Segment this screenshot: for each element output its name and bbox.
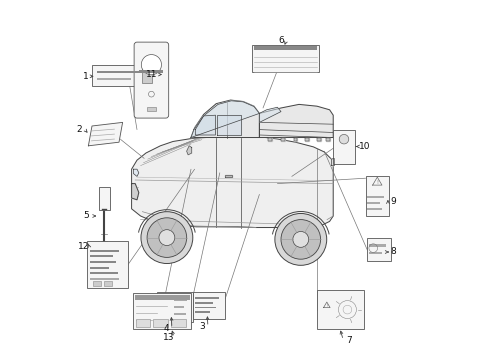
Bar [153,319,168,327]
Polygon shape [88,122,122,146]
Circle shape [141,55,162,75]
Text: !: ! [376,180,378,185]
Polygon shape [132,136,333,229]
Bar [174,306,184,308]
Bar [174,299,187,301]
Bar [87,241,128,288]
Bar [147,107,156,111]
FancyBboxPatch shape [134,42,169,118]
Text: !: ! [326,303,328,308]
Bar [196,311,210,313]
Polygon shape [326,138,330,141]
Circle shape [281,220,320,259]
Circle shape [293,231,309,247]
Bar [90,250,120,252]
Bar [97,71,142,73]
Bar [104,281,112,286]
Bar [368,202,380,204]
Bar [368,208,382,210]
Polygon shape [331,158,334,166]
Bar [99,187,110,210]
Text: 5: 5 [84,211,90,220]
Polygon shape [133,169,139,176]
Circle shape [159,230,175,246]
Bar [90,255,113,257]
Bar [368,197,384,198]
Bar [174,312,186,315]
Polygon shape [294,138,297,141]
Text: 6: 6 [278,36,284,45]
Bar [252,45,319,72]
Text: 7: 7 [346,336,351,345]
Bar [135,295,190,300]
Text: 2: 2 [76,125,82,134]
Circle shape [141,212,193,264]
Text: 11: 11 [147,70,158,79]
Text: 9: 9 [391,197,396,206]
Polygon shape [191,100,259,138]
Circle shape [275,213,327,265]
Bar [90,267,109,269]
Bar [317,290,364,329]
Circle shape [147,218,187,257]
Bar [193,292,225,319]
Polygon shape [196,115,216,135]
Polygon shape [269,138,272,141]
Text: 3: 3 [199,323,205,331]
Bar [90,278,120,280]
Bar [157,292,193,322]
Text: 10: 10 [359,142,370,151]
Bar [97,78,131,80]
Bar [171,319,186,327]
Bar [93,281,101,286]
Bar [333,130,355,164]
Bar [133,293,191,329]
Bar [196,297,219,299]
Text: 1: 1 [83,72,89,81]
Bar [143,68,152,83]
Polygon shape [259,107,281,122]
Polygon shape [225,175,232,177]
Bar [196,302,213,303]
Bar [369,244,386,247]
Bar [369,252,382,254]
Bar [196,307,216,308]
Bar [368,238,391,261]
Polygon shape [132,184,139,200]
Polygon shape [187,146,192,155]
Bar [136,319,150,327]
Polygon shape [317,138,320,141]
Polygon shape [281,138,285,141]
Text: 13: 13 [163,333,174,342]
Polygon shape [259,104,333,138]
Bar [366,176,389,216]
Bar [92,65,155,86]
Text: 8: 8 [391,248,396,256]
Bar [90,261,116,263]
Polygon shape [191,101,259,138]
Circle shape [339,134,349,144]
Bar [90,272,118,274]
Text: 4: 4 [164,324,170,333]
Text: 12: 12 [78,242,89,251]
Polygon shape [217,115,242,135]
Bar [139,69,164,73]
Polygon shape [305,138,309,141]
Bar [254,46,317,50]
